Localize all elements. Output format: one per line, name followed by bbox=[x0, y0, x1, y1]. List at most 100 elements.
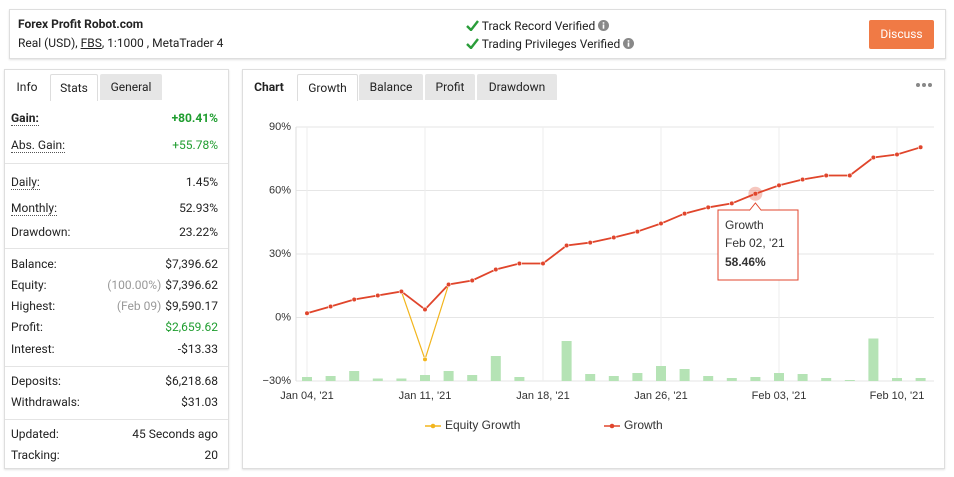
stat-value: -$13.33 bbox=[178, 340, 218, 358]
stat-label: Abs. Gain: bbox=[11, 138, 66, 153]
bar bbox=[797, 374, 808, 381]
bar bbox=[372, 378, 383, 381]
series-line bbox=[306, 146, 921, 315]
stat-row: Interest: -$13.33 bbox=[11, 340, 218, 358]
bar bbox=[514, 377, 525, 381]
point bbox=[611, 234, 617, 241]
stat-row: Highest: (Feb 09) $9,590.17 bbox=[11, 297, 218, 315]
legend-marker bbox=[609, 423, 615, 429]
separator bbox=[5, 248, 228, 249]
tooltip-date: Feb 02, '21 bbox=[725, 236, 785, 250]
x-tick-label: Jan 18, '21 bbox=[516, 390, 569, 402]
tooltip-value: 58.46% bbox=[725, 255, 766, 269]
stat-label: Deposits: bbox=[11, 374, 61, 388]
stat-row: Balance: $7,396.62 bbox=[11, 255, 218, 273]
bar bbox=[608, 376, 619, 381]
bar bbox=[302, 377, 312, 381]
verified-text: Trading Privileges Verified bbox=[481, 37, 621, 51]
stat-note: (100.00%) bbox=[107, 278, 162, 292]
stat-value: 52.93% bbox=[179, 199, 218, 217]
account-text: Real (USD), bbox=[18, 36, 78, 50]
stat-value: (100.00%) $7,396.62 bbox=[107, 276, 218, 294]
bar bbox=[703, 376, 714, 381]
x-tick-label: Feb 10, '21 bbox=[870, 390, 925, 402]
tooltip-box bbox=[717, 209, 799, 281]
check-icon bbox=[466, 38, 479, 50]
stat-row: Monthly: 52.93% bbox=[11, 199, 218, 217]
chart-tab[interactable]: Drawdown bbox=[477, 74, 557, 100]
stat-label: Profit: bbox=[11, 320, 43, 334]
bar bbox=[726, 378, 737, 381]
separator bbox=[5, 419, 228, 420]
series-line bbox=[306, 146, 921, 362]
broker-link[interactable]: FBS bbox=[80, 36, 102, 50]
stat-note: (Feb 09) bbox=[116, 299, 162, 313]
stats-tab[interactable]: Stats bbox=[50, 74, 98, 101]
bar bbox=[349, 371, 360, 381]
x-tick-label: Jan 26, '21 bbox=[634, 390, 687, 402]
stat-row: Abs. Gain: +55.78% bbox=[11, 136, 218, 154]
point bbox=[469, 277, 475, 284]
bar bbox=[892, 378, 902, 381]
info-icon[interactable] bbox=[623, 38, 635, 49]
legend-marker bbox=[430, 423, 436, 429]
stat-row: Gain: +80.41% bbox=[11, 109, 218, 127]
stat-row: Withdrawals: $31.03 bbox=[11, 393, 218, 411]
point bbox=[328, 303, 334, 310]
bar bbox=[396, 378, 407, 381]
separator bbox=[5, 163, 228, 164]
bar bbox=[868, 338, 879, 381]
point bbox=[729, 200, 735, 207]
stat-value-text: +80.41% bbox=[171, 111, 218, 125]
stat-value: 1.45% bbox=[186, 173, 218, 191]
chart-tab[interactable]: Profit bbox=[425, 74, 475, 100]
stats-tab[interactable]: Info bbox=[16, 80, 38, 94]
stat-value-text: $7,396.62 bbox=[165, 257, 218, 271]
point bbox=[776, 182, 782, 189]
point bbox=[658, 220, 664, 227]
stat-value: 20 bbox=[205, 446, 219, 464]
bar bbox=[561, 341, 572, 381]
point bbox=[799, 176, 806, 183]
discuss-button[interactable]: Discuss bbox=[869, 20, 934, 49]
stat-value-text: +55.78% bbox=[172, 138, 218, 152]
stat-value-text: $6,218.68 bbox=[165, 374, 218, 388]
stat-value-text: 52.93% bbox=[179, 201, 218, 215]
info-icon[interactable] bbox=[598, 20, 610, 31]
y-tick-label: 90% bbox=[269, 121, 291, 133]
stat-label: Drawdown: bbox=[11, 225, 71, 239]
bar bbox=[325, 376, 336, 381]
stat-value: (Feb 09) $9,590.17 bbox=[117, 297, 218, 315]
stat-value: 23.22% bbox=[179, 223, 218, 241]
point bbox=[516, 260, 523, 267]
verified-text: Track Record Verified bbox=[481, 19, 596, 33]
point bbox=[847, 172, 853, 179]
stat-row: Deposits: $6,218.68 bbox=[11, 372, 218, 390]
point bbox=[634, 228, 641, 235]
bar bbox=[679, 369, 690, 381]
bar bbox=[467, 375, 478, 381]
chart-tab[interactable]: Balance bbox=[359, 74, 423, 100]
point bbox=[422, 306, 428, 313]
bar bbox=[915, 378, 926, 381]
stat-label: Balance: bbox=[11, 257, 57, 271]
y-tick-label: 0% bbox=[275, 311, 291, 323]
stat-label: Monthly: bbox=[11, 201, 57, 216]
stat-value-text: $31.03 bbox=[181, 395, 218, 409]
account-info: Real (USD), FBS, 1:1000 , MetaTrader 4 bbox=[18, 36, 223, 50]
account-title: Forex Profit Robot.com bbox=[18, 17, 144, 31]
chart-tab[interactable]: Growth bbox=[297, 74, 358, 101]
menu-icon[interactable] bbox=[916, 76, 932, 92]
stats-tab[interactable]: General bbox=[100, 74, 162, 100]
x-tick-label: Jan 11, '21 bbox=[399, 390, 452, 402]
stat-label: Tracking: bbox=[11, 448, 60, 462]
menu-dots[interactable] bbox=[916, 82, 932, 88]
stat-value-text: 23.22% bbox=[179, 225, 218, 239]
point bbox=[304, 310, 310, 316]
point bbox=[422, 356, 428, 363]
account-text: , 1:1000 , MetaTrader 4 bbox=[101, 36, 224, 50]
chart-tab[interactable]: Chart bbox=[254, 80, 284, 94]
stat-row: Equity: (100.00%) $7,396.62 bbox=[11, 276, 218, 294]
stat-value: $6,218.68 bbox=[165, 372, 218, 390]
tooltip-series: Growth bbox=[725, 218, 764, 232]
